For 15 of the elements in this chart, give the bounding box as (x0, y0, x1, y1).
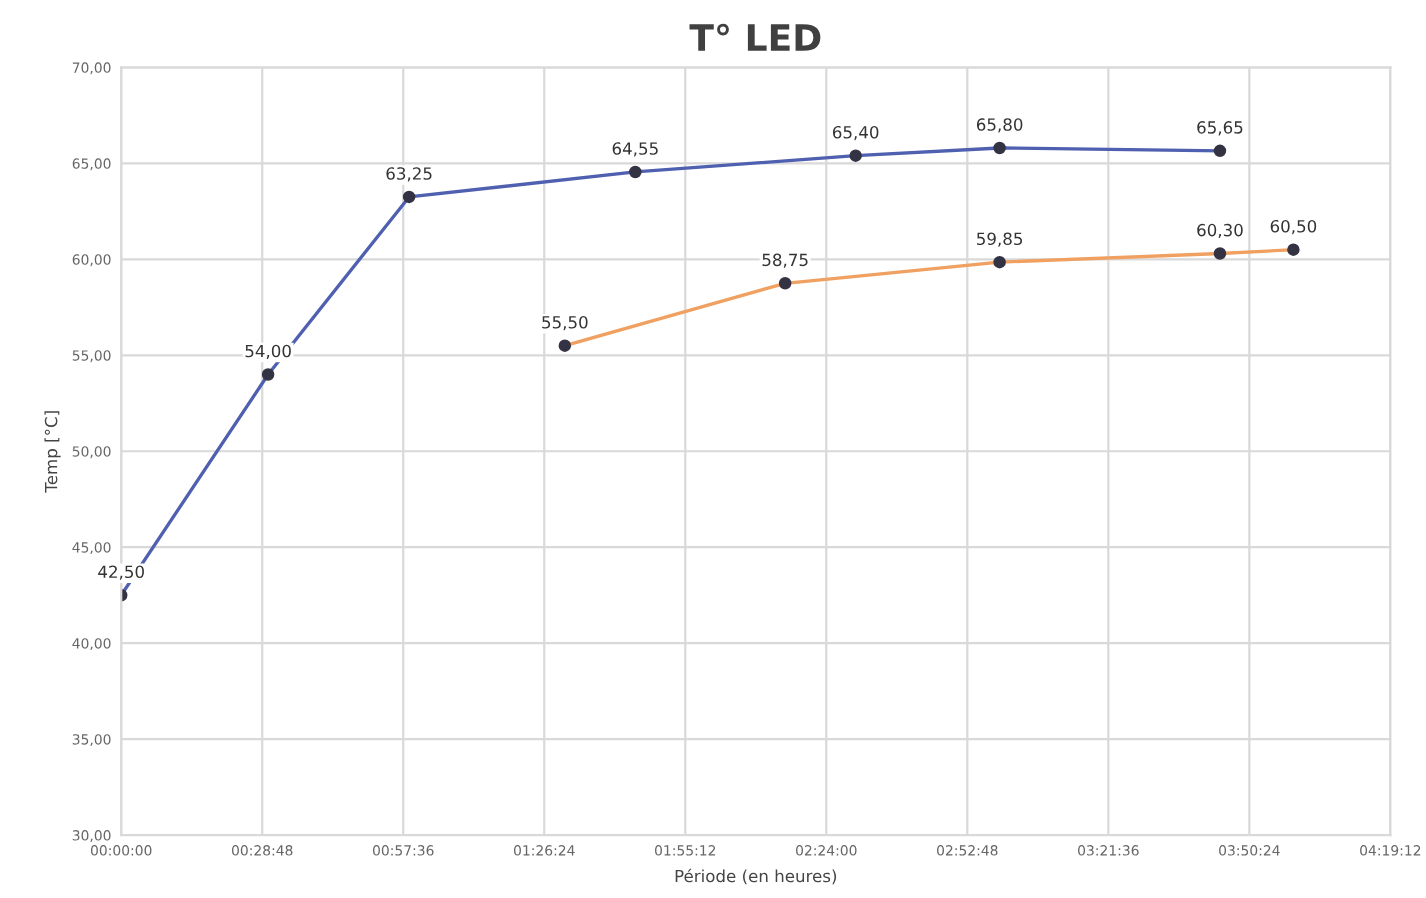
data-label: 60,50 (1270, 219, 1317, 235)
data-label: 65,80 (976, 118, 1023, 133)
data-label: 42,50 (98, 565, 144, 580)
data-label: 55,50 (542, 315, 588, 331)
y-axis-title: Temp [°C] (44, 411, 61, 493)
data-label: 54,00 (245, 344, 291, 360)
data-label: 64,55 (612, 142, 658, 157)
data-label: 65,40 (832, 125, 879, 141)
data-label: 60,30 (1197, 223, 1243, 239)
x-axis-title: Période (en heures) (675, 868, 837, 885)
data-label: 63,25 (386, 167, 432, 182)
data-label: 58,75 (762, 253, 808, 268)
chart-title: T° LED (689, 23, 821, 51)
data-label: 59,85 (977, 232, 1023, 247)
data-label: 65,65 (1197, 121, 1243, 136)
